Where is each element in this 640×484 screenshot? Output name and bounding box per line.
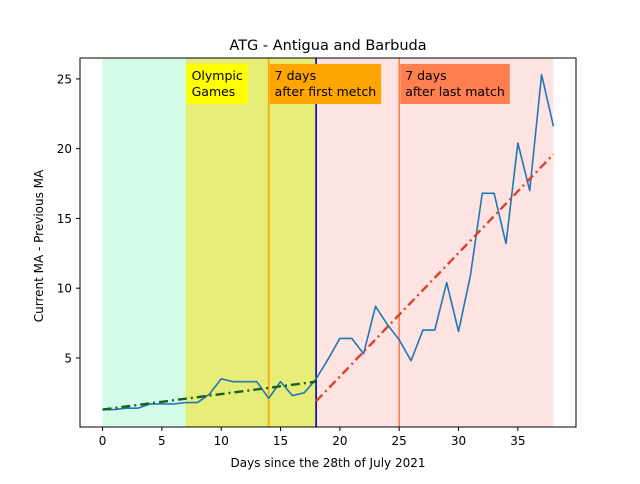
trend-line-2 bbox=[315, 153, 555, 403]
chart-title: ATG - Antigua and Barbuda bbox=[229, 38, 426, 54]
annotation-box-1 bbox=[269, 63, 382, 104]
plot-frame bbox=[79, 57, 577, 428]
y-tick-label: 15 bbox=[57, 212, 72, 226]
y-axis-label: Current MA - Previous MA bbox=[32, 169, 46, 322]
annotation-text-2-1: after last match bbox=[405, 84, 505, 99]
shaded-region-2 bbox=[316, 58, 554, 427]
x-axis-label: Days since the 28th of July 2021 bbox=[231, 456, 426, 470]
x-tick-label: 5 bbox=[158, 434, 166, 448]
y-tick-label: 5 bbox=[64, 351, 72, 365]
annotation-text-1-0: 7 days bbox=[275, 68, 316, 83]
annotation-text-1-1: after first metch bbox=[275, 84, 377, 99]
x-tick-label: 30 bbox=[451, 434, 466, 448]
x-tick-label: 20 bbox=[332, 434, 347, 448]
annotation-text-2-0: 7 days bbox=[405, 68, 446, 83]
trend-line-1 bbox=[102, 380, 317, 411]
shaded-region-0 bbox=[102, 58, 186, 427]
y-tick-label: 25 bbox=[57, 72, 72, 86]
x-tick-label: 35 bbox=[510, 434, 525, 448]
y-tick-label: 10 bbox=[57, 282, 72, 296]
annotation-box-0 bbox=[186, 63, 248, 104]
x-tick-label: 15 bbox=[273, 434, 288, 448]
x-tick-label: 10 bbox=[214, 434, 229, 448]
annotation-box-2 bbox=[400, 63, 510, 104]
annotation-text-0-0: Olympic bbox=[192, 68, 243, 83]
x-tick-label: 25 bbox=[392, 434, 407, 448]
shaded-region-1 bbox=[185, 58, 317, 427]
annotation-text-0-1: Games bbox=[192, 84, 236, 99]
data-line bbox=[102, 73, 555, 411]
x-tick-label: 0 bbox=[99, 434, 107, 448]
y-tick-label: 20 bbox=[57, 142, 72, 156]
